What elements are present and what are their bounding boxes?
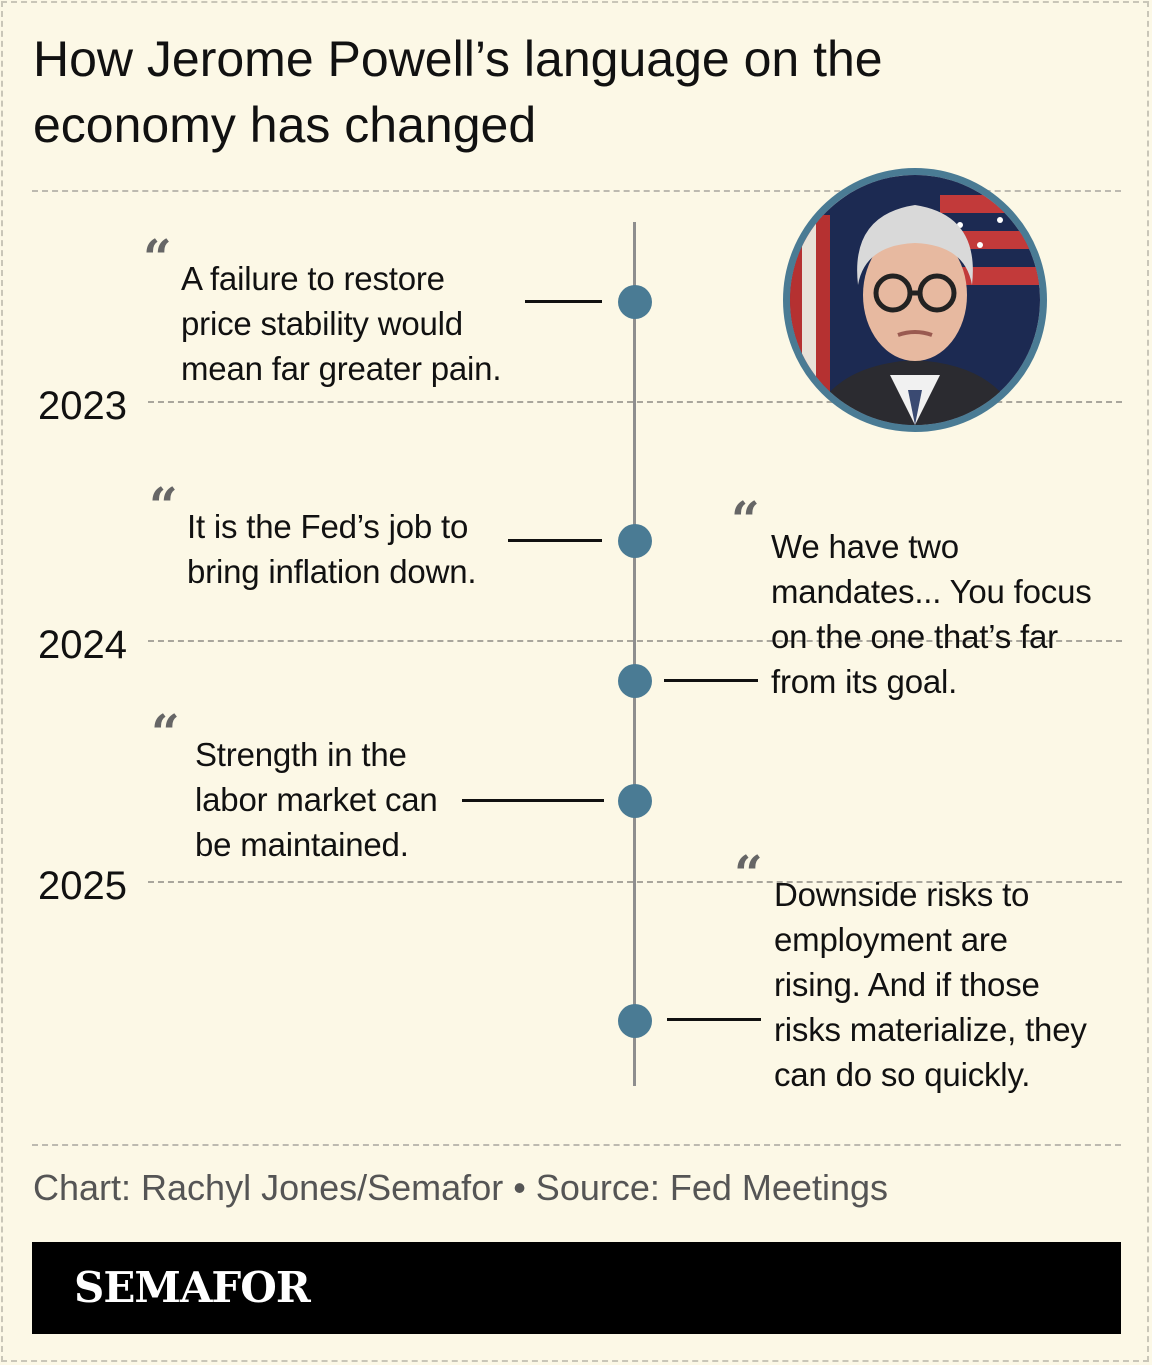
year-label-2023: 2023 [38,384,127,428]
timeline-dot [618,1004,652,1038]
quote-2024-inflation: It is the Fed’s job to bring inflation d… [187,508,477,590]
chart-title: How Jerome Powell’s language on the econ… [33,31,883,153]
timeline-dot [618,285,652,319]
connector-line [667,1018,761,1021]
quote-2025-downside: Downside risks to employment are rising.… [774,876,1087,1093]
connector-line [462,799,604,802]
quote-mark-icon: “ [143,228,172,287]
connector-line [508,539,602,542]
quote-mark-icon: “ [734,844,763,903]
quote-2025-labor: Strength in the labor market can be main… [195,736,438,863]
source-credit: Chart: Rachyl Jones/Semafor • Source: Fe… [33,1167,888,1208]
quote-2024-mandates: We have two mandates... You focus on the… [771,528,1092,700]
top-divider [32,190,1121,192]
timeline-dot [618,784,652,818]
brand-logo: SEMAFOR [74,1263,311,1312]
portrait-illustration [790,175,1040,425]
bottom-divider [32,1144,1121,1146]
year-label-2024: 2024 [38,623,127,667]
quote-mark-icon: “ [151,703,180,762]
connector-line [525,300,602,303]
year-label-2025: 2025 [38,864,127,908]
quote-mark-icon: “ [731,490,760,549]
person-portrait-icon [783,168,1047,432]
timeline-dot [618,664,652,698]
timeline-spine [633,222,636,1086]
brand-bar: SEMAFOR [32,1242,1121,1334]
connector-line [664,679,758,682]
timeline-dot [618,524,652,558]
quote-2023: A failure to restore price stability wou… [181,260,502,387]
quote-mark-icon: “ [149,476,178,535]
